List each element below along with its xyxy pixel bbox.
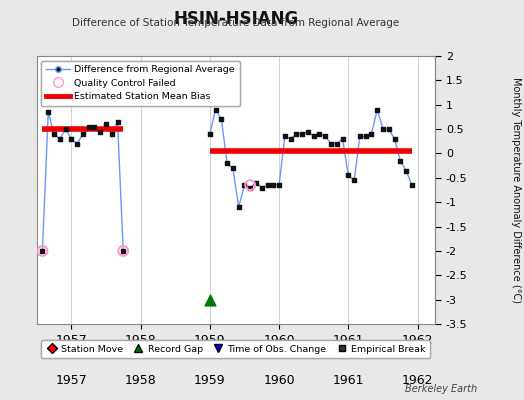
- Text: Difference of Station Temperature Data from Regional Average: Difference of Station Temperature Data f…: [72, 18, 399, 28]
- Point: [339, 136, 347, 142]
- Point: [304, 128, 312, 135]
- Point: [344, 172, 353, 178]
- Point: [67, 136, 75, 142]
- Point: [385, 126, 393, 132]
- Point: [281, 133, 289, 140]
- Text: Berkeley Earth: Berkeley Earth: [405, 384, 477, 394]
- Text: Monthly Temperature Anomaly Difference (°C): Monthly Temperature Anomaly Difference (…: [511, 77, 521, 303]
- Point: [258, 184, 266, 191]
- Point: [79, 131, 87, 137]
- Point: [390, 136, 399, 142]
- Point: [396, 158, 405, 164]
- Point: [269, 182, 278, 188]
- Point: [298, 131, 307, 137]
- Point: [362, 133, 370, 140]
- Text: 1961: 1961: [333, 374, 364, 387]
- Point: [73, 140, 81, 147]
- Point: [38, 248, 47, 254]
- Point: [205, 296, 214, 303]
- Point: [356, 133, 364, 140]
- Point: [315, 131, 324, 137]
- Point: [373, 106, 381, 113]
- Point: [333, 140, 341, 147]
- Point: [241, 182, 249, 188]
- Point: [102, 121, 110, 128]
- Text: 1959: 1959: [194, 374, 226, 387]
- Point: [96, 128, 104, 135]
- Point: [223, 160, 231, 166]
- Point: [44, 109, 52, 115]
- Point: [107, 131, 116, 137]
- Point: [113, 118, 122, 125]
- Point: [90, 124, 99, 130]
- Point: [321, 133, 330, 140]
- Point: [292, 131, 301, 137]
- Point: [246, 184, 254, 191]
- Point: [402, 167, 410, 174]
- Point: [252, 180, 260, 186]
- Point: [38, 248, 47, 254]
- Legend: Station Move, Record Gap, Time of Obs. Change, Empirical Break: Station Move, Record Gap, Time of Obs. C…: [41, 340, 430, 358]
- Point: [350, 177, 358, 184]
- Point: [119, 248, 127, 254]
- Point: [327, 140, 335, 147]
- Point: [379, 126, 387, 132]
- Point: [61, 126, 70, 132]
- Text: 1960: 1960: [263, 374, 295, 387]
- Text: HSIN-HSIANG: HSIN-HSIANG: [173, 10, 299, 28]
- Legend: Difference from Regional Average, Quality Control Failed, Estimated Station Mean: Difference from Regional Average, Qualit…: [41, 61, 240, 106]
- Point: [217, 116, 226, 122]
- Point: [275, 182, 283, 188]
- Point: [310, 133, 318, 140]
- Point: [264, 182, 272, 188]
- Point: [84, 124, 93, 130]
- Point: [56, 136, 64, 142]
- Point: [211, 106, 220, 113]
- Point: [205, 131, 214, 137]
- Point: [408, 182, 416, 188]
- Point: [367, 131, 376, 137]
- Text: 1957: 1957: [56, 374, 87, 387]
- Point: [228, 165, 237, 171]
- Text: 1958: 1958: [125, 374, 157, 387]
- Point: [119, 248, 127, 254]
- Point: [235, 204, 243, 210]
- Point: [287, 136, 295, 142]
- Point: [246, 182, 254, 188]
- Text: 1962: 1962: [402, 374, 433, 387]
- Point: [50, 131, 58, 137]
